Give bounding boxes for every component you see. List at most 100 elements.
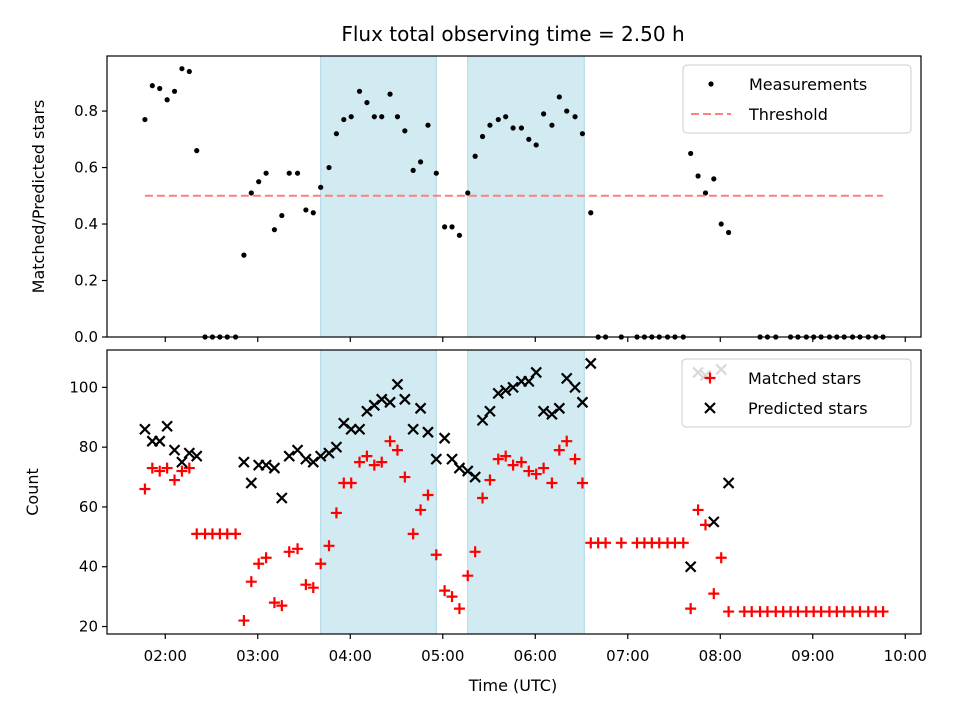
data-point: [726, 229, 732, 236]
data-point: [345, 423, 357, 435]
data-point: [402, 128, 408, 134]
data-point: [186, 68, 192, 75]
data-point: [541, 111, 547, 117]
data-point: [446, 591, 458, 603]
data-point: [354, 456, 366, 468]
data-point: [477, 492, 489, 504]
legend: Measurements Threshold: [682, 64, 912, 134]
series-predicted-stars: [139, 357, 735, 573]
data-point: [425, 122, 431, 128]
shaded-interval: [467, 349, 585, 635]
data-point: [303, 207, 309, 213]
legend-box: [681, 358, 912, 428]
data-point: [877, 606, 889, 618]
y-tick-label: 40: [79, 558, 98, 576]
shaded-interval: [320, 349, 437, 635]
data-point: [715, 552, 727, 564]
legend-label: Measurements: [749, 75, 867, 94]
data-point: [300, 579, 312, 591]
x-tick-label: 09:00: [791, 647, 834, 665]
data-point: [190, 450, 203, 462]
data-point: [711, 176, 717, 182]
x-tick-label: 07:00: [606, 647, 649, 665]
data-point: [422, 489, 434, 501]
data-point: [348, 114, 354, 120]
data-point: [341, 116, 347, 123]
chart-title: Flux total observing time = 2.50 h: [341, 22, 684, 46]
data-point: [702, 190, 709, 196]
data-point: [379, 114, 385, 120]
data-point: [526, 136, 532, 142]
data-point: [576, 396, 589, 409]
data-point: [171, 88, 178, 94]
data-point: [384, 435, 396, 447]
data-point: [487, 122, 493, 128]
data-point: [263, 170, 269, 176]
data-point: [430, 549, 442, 561]
data-point: [549, 122, 555, 128]
data-point: [238, 615, 250, 627]
data-point: [579, 131, 586, 137]
data-point: [523, 375, 535, 388]
data-point: [142, 116, 148, 123]
legend-label: Matched stars: [748, 369, 861, 388]
data-point: [399, 471, 411, 483]
data-point: [153, 435, 166, 447]
data-point: [515, 456, 527, 468]
data-point: [168, 444, 181, 456]
data-point: [245, 477, 258, 489]
x-tick-label: 05:00: [421, 647, 464, 665]
data-point: [183, 462, 195, 474]
data-point: [391, 378, 404, 391]
y-tick-label: 0.2: [74, 272, 98, 290]
y-tick-label: 80: [79, 438, 98, 456]
x-tick-label: 04:00: [329, 647, 372, 665]
data-point: [453, 603, 465, 615]
data-point: [291, 444, 304, 456]
data-point: [276, 600, 288, 612]
x-tick-label: 10:00: [884, 647, 927, 665]
data-point: [283, 546, 295, 558]
data-point: [503, 114, 509, 120]
data-point: [279, 212, 285, 219]
data-point: [179, 66, 185, 72]
data-point: [560, 372, 573, 385]
data-point: [422, 426, 434, 438]
data-point: [391, 444, 403, 456]
data-point: [241, 252, 247, 258]
data-point: [333, 131, 339, 137]
data-point: [161, 420, 173, 433]
data-point: [387, 91, 393, 97]
data-point: [314, 450, 327, 462]
y-tick-label: 20: [79, 618, 98, 636]
data-point: [323, 540, 335, 552]
x-tick-label: 06:00: [514, 647, 557, 665]
data-point: [414, 402, 427, 415]
y-tick-label: 0.0: [74, 328, 98, 346]
data-point: [495, 116, 501, 123]
data-point: [149, 83, 155, 89]
data-point: [356, 88, 363, 94]
data-point: [371, 114, 377, 120]
data-point: [307, 582, 319, 594]
data-point: [176, 456, 188, 468]
data-point: [384, 396, 396, 409]
data-point: [484, 405, 496, 418]
data-point: [139, 423, 151, 435]
data-point: [330, 441, 343, 453]
data-point: [492, 453, 504, 465]
data-point: [154, 465, 166, 477]
data-point: [708, 516, 720, 528]
data-point: [718, 221, 724, 227]
data-point: [588, 210, 594, 216]
y-axis-label: Count: [23, 468, 42, 516]
data-point: [318, 184, 324, 190]
data-point: [484, 474, 496, 486]
data-point: [407, 528, 419, 540]
data-point: [438, 432, 451, 444]
y-axis-label: Matched/Predicted stars: [29, 100, 48, 294]
data-point: [569, 381, 581, 394]
data-point: [364, 99, 370, 106]
data-point: [283, 450, 296, 462]
legend-label: Threshold: [748, 105, 828, 124]
